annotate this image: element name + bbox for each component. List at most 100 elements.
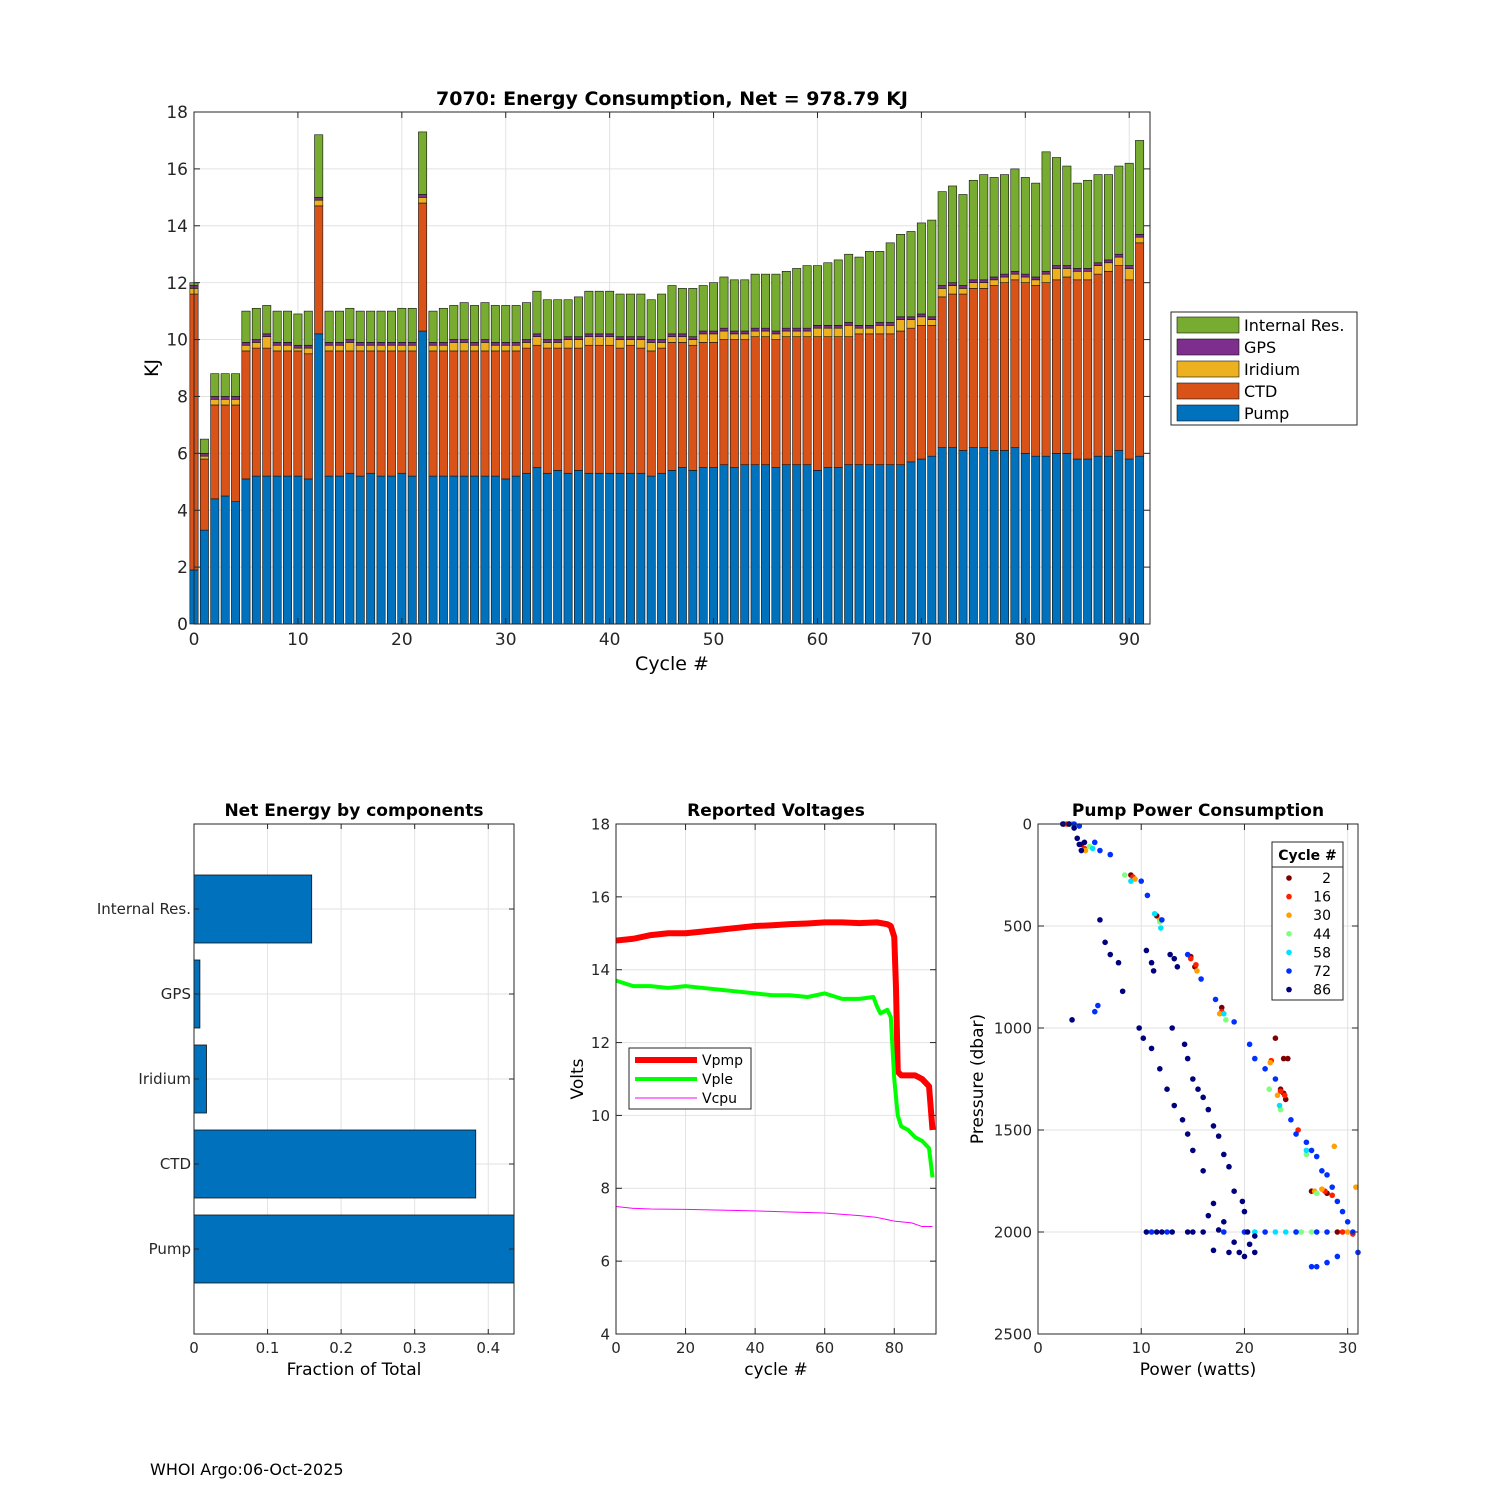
components-ytick-label: Internal Res. xyxy=(97,900,191,918)
bar-internal-res--segment xyxy=(1031,182,1041,278)
bar-internal-res--segment xyxy=(199,438,209,454)
bar-iridium-segment xyxy=(574,339,583,349)
bar-iridium-segment xyxy=(989,279,999,286)
point-cycle-44 xyxy=(1266,1086,1273,1092)
bar-ctd-segment xyxy=(968,288,978,448)
point-cycle-86 xyxy=(1069,1017,1075,1023)
bar-gps-segment xyxy=(563,336,573,340)
voltages-axes-box xyxy=(615,823,937,1335)
bar-internal-res--segment xyxy=(771,273,781,332)
bar-ctd-segment xyxy=(293,350,303,477)
bar-ctd-segment xyxy=(335,350,344,477)
bar-pump-segment xyxy=(1124,458,1134,625)
point-cycle-58 xyxy=(1282,1229,1289,1235)
bar-iridium-segment xyxy=(303,347,313,355)
bar-pump-segment xyxy=(438,475,448,625)
energy-bars xyxy=(189,131,1145,625)
bar-internal-res--segment xyxy=(657,293,667,340)
bar-gps-segment xyxy=(293,344,303,349)
point-cycle-16 xyxy=(1277,1088,1284,1095)
bar-iridium-segment xyxy=(199,455,209,460)
bar-gps-segment xyxy=(1010,270,1020,275)
bar-iridium-segment xyxy=(428,344,438,352)
bar-iridium-segment xyxy=(709,333,719,343)
bar-iridium-segment xyxy=(1072,270,1082,281)
bar-internal-res--segment xyxy=(522,302,531,340)
bar-ctd-segment xyxy=(480,350,490,477)
bar-iridium-segment xyxy=(750,330,760,338)
bar-ctd-segment xyxy=(594,344,604,474)
bar-pump-segment xyxy=(293,475,303,625)
bar-iridium-segment xyxy=(345,342,355,352)
point-cycle-72 xyxy=(1344,1219,1351,1225)
point-cycle-72 xyxy=(1097,847,1103,854)
legend-swatch xyxy=(1176,360,1240,378)
point-cycle-44 xyxy=(1121,872,1128,878)
point-cycle-44 xyxy=(1308,1229,1315,1235)
bar-iridium-segment xyxy=(1052,268,1061,281)
bar-gps-segment xyxy=(761,327,770,332)
components-ytick-label: Iridium xyxy=(138,1070,191,1088)
point-cycle-86 xyxy=(1226,1249,1232,1256)
bar-pump-segment xyxy=(584,472,594,625)
bar-gps-segment xyxy=(428,342,438,346)
bar-gps-segment xyxy=(781,327,791,332)
point-cycle-86 xyxy=(1190,1147,1196,1154)
bar-internal-res--segment xyxy=(407,307,417,343)
point-cycle-16 xyxy=(1281,1092,1288,1099)
bar-iridium-segment xyxy=(283,344,292,352)
bar-pump-segment xyxy=(210,498,220,625)
bar-ctd-segment xyxy=(470,350,480,477)
bar-ctd-segment xyxy=(802,336,812,466)
bar-ctd-segment xyxy=(553,347,563,471)
bar-ctd-segment xyxy=(501,350,511,480)
legend-marker xyxy=(1286,912,1292,918)
voltages-xtick-label: 60 xyxy=(815,1339,834,1357)
point-cycle-86 xyxy=(1184,1229,1191,1235)
bar-ctd-segment xyxy=(1020,282,1030,454)
bar-iridium-segment xyxy=(314,199,324,207)
bar-gps-segment xyxy=(646,339,656,343)
voltages-xtick-label: 0 xyxy=(611,1339,621,1357)
components-chart-title: Net Energy by components xyxy=(224,801,483,821)
bar-iridium-segment xyxy=(875,325,885,335)
component-bar xyxy=(193,1214,515,1284)
point-cycle-72 xyxy=(1324,1229,1330,1235)
bar-iridium-segment xyxy=(449,342,459,352)
bar-internal-res--segment xyxy=(719,276,729,329)
point-cycle-86 xyxy=(1200,1229,1206,1235)
bar-iridium-segment xyxy=(625,339,635,346)
bar-internal-res--segment xyxy=(823,262,833,326)
point-cycle-30 xyxy=(1082,847,1089,854)
bar-pump-segment xyxy=(792,464,802,625)
point-cycle-86 xyxy=(1251,1249,1258,1256)
bar-pump-segment xyxy=(771,467,781,625)
bar-gps-segment xyxy=(958,285,968,289)
energy-chart-ytick-label: 8 xyxy=(177,388,188,408)
bar-iridium-segment xyxy=(418,197,428,204)
bar-gps-segment xyxy=(407,342,417,346)
point-cycle-2 xyxy=(1285,1055,1291,1062)
bar-gps-segment xyxy=(210,396,220,400)
bar-gps-segment xyxy=(615,336,625,340)
point-cycle-72 xyxy=(1212,996,1219,1003)
legend-label: 16 xyxy=(1313,890,1331,906)
point-cycle-86 xyxy=(1174,964,1181,970)
bar-gps-segment xyxy=(262,333,272,338)
bar-ctd-segment xyxy=(813,336,822,471)
voltages-ytick-label: 18 xyxy=(591,815,610,833)
bar-pump-segment xyxy=(657,472,667,625)
bar-pump-segment xyxy=(397,472,407,625)
energy-chart-ytick-label: 6 xyxy=(177,444,188,464)
bar-gps-segment xyxy=(376,342,386,346)
bar-pump-segment xyxy=(501,478,511,625)
bar-pump-segment xyxy=(355,475,365,625)
energy-chart-axes: 0 10 20 30 40 50 60 70 80 90 0 2 4 6 8 10 12 14 16 18 xyxy=(166,103,1151,650)
bar-pump-segment xyxy=(781,464,791,625)
bar-ctd-segment xyxy=(262,347,272,477)
bar-internal-res--segment xyxy=(366,310,376,343)
bar-ctd-segment xyxy=(781,336,791,466)
bar-gps-segment xyxy=(324,342,334,346)
point-cycle-58 xyxy=(1251,1229,1258,1235)
bar-gps-segment xyxy=(314,197,324,201)
